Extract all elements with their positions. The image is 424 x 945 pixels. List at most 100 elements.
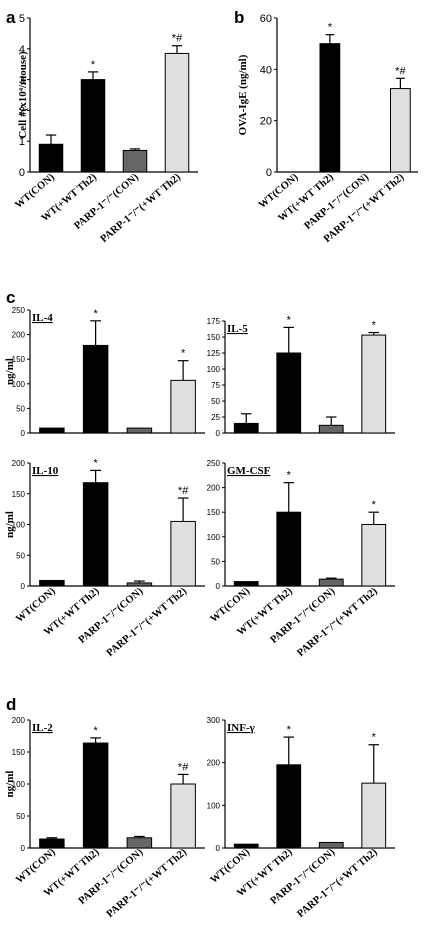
bar-0 — [39, 427, 65, 434]
y-tick-label: 100 — [12, 780, 26, 789]
y-tick-label: 200 — [12, 459, 26, 468]
bar-0 — [233, 581, 259, 587]
bar-3 — [170, 379, 196, 434]
significance-mark: * — [287, 470, 292, 482]
y-tick-label: 0 — [21, 582, 26, 591]
bar-1 — [319, 43, 341, 173]
y-axis-label: OVA-IgE (ng/ml) — [237, 54, 249, 135]
chart-title: INF-γ — [227, 722, 255, 734]
bar-2 — [318, 578, 344, 587]
panel-label-d: d — [6, 695, 16, 714]
y-tick-label: 75 — [211, 381, 220, 390]
y-tick-label: 40 — [260, 64, 272, 76]
y-tick-label: 150 — [12, 748, 26, 757]
bar-3 — [170, 783, 196, 849]
bar-3 — [164, 52, 190, 173]
y-axis-label: ng/ml — [4, 771, 16, 798]
y-tick-label: 0 — [21, 844, 26, 853]
y-tick-label: 250 — [207, 459, 221, 468]
significance-mark: * — [328, 22, 333, 34]
bar-3 — [361, 782, 387, 849]
y-tick-label: 50 — [16, 551, 25, 560]
bar-1 — [82, 344, 109, 434]
y-axis-label: ng/ml — [4, 358, 16, 385]
bar-0 — [39, 838, 65, 849]
bar-3 — [170, 520, 196, 587]
bar-1 — [276, 511, 302, 587]
y-tick-label: 25 — [211, 413, 220, 422]
bar-1 — [276, 764, 302, 849]
y-tick-label: 200 — [207, 484, 221, 493]
y-tick-label: 150 — [207, 333, 221, 342]
significance-mark: * — [91, 59, 96, 71]
bar-1 — [82, 742, 109, 849]
y-tick-label: 200 — [12, 331, 26, 340]
bar-3 — [361, 334, 387, 434]
y-tick-label: 100 — [207, 365, 221, 374]
y-tick-label: 150 — [12, 355, 26, 364]
significance-mark: * — [93, 308, 98, 320]
bar-0 — [233, 422, 259, 434]
x-tick-label: WT(CON) — [208, 586, 252, 625]
panel-label-a: a — [6, 8, 16, 27]
bar-2 — [126, 582, 153, 587]
panel-label-c: c — [6, 288, 15, 307]
y-axis-label: Cell #(x10⁴/mouse) — [17, 51, 29, 139]
y-tick-label: 200 — [12, 716, 26, 725]
chart-title: IL-4 — [32, 312, 53, 324]
y-axis-label: ng/ml — [4, 511, 16, 538]
significance-mark: * — [372, 320, 377, 332]
y-tick-label: 0 — [216, 844, 221, 853]
chart-title: IL-2 — [32, 722, 53, 734]
significance-mark: * — [181, 348, 186, 360]
bar-0 — [39, 579, 65, 587]
significance-mark: * — [93, 457, 98, 469]
y-tick-label: 50 — [16, 812, 25, 821]
bar-1 — [82, 482, 109, 587]
bar-2 — [122, 149, 148, 173]
bar-0 — [233, 843, 259, 849]
bar-1 — [276, 352, 302, 434]
bar-2 — [318, 424, 344, 434]
bar-2 — [318, 841, 344, 849]
y-tick-label: 1 — [19, 136, 25, 148]
y-tick-label: 200 — [207, 759, 221, 768]
y-tick-label: 50 — [211, 557, 220, 566]
y-tick-label: 4 — [19, 44, 25, 56]
chart-c1: 0 50 100 150 200 250 ng/ml IL-4 * * — [4, 306, 205, 438]
bar-2 — [126, 427, 153, 434]
significance-mark: * — [287, 724, 292, 736]
x-tick-label: WT(CON) — [14, 586, 58, 625]
y-tick-label: 2 — [19, 105, 25, 117]
y-tick-label: 60 — [260, 13, 272, 25]
significance-mark: * — [93, 725, 98, 737]
chart-title: IL-10 — [32, 465, 59, 477]
y-tick-label: 0 — [266, 167, 272, 179]
y-tick-label: 3 — [19, 75, 25, 87]
y-tick-label: 0 — [19, 167, 25, 179]
bar-3 — [361, 524, 387, 587]
significance-mark: *# — [178, 485, 189, 497]
y-tick-label: 5 — [19, 13, 25, 25]
y-tick-label: 300 — [207, 716, 221, 725]
y-tick-label: 100 — [207, 533, 221, 542]
bar-0 — [38, 143, 64, 173]
significance-mark: * — [372, 499, 377, 511]
chart-title: IL-5 — [227, 323, 248, 335]
chart-title: GM-CSF — [227, 465, 271, 477]
y-tick-label: 20 — [260, 116, 272, 128]
bar-1 — [80, 79, 106, 173]
x-tick-label: PARP-1⁻/⁻(+WT Th2) — [295, 847, 380, 921]
significance-mark: * — [372, 732, 377, 744]
y-tick-label: 100 — [12, 521, 26, 530]
y-tick-label: 0 — [216, 429, 221, 438]
y-tick-label: 175 — [207, 317, 221, 326]
x-tick-label: PARP-1⁻/⁻(+WT Th2) — [105, 847, 190, 921]
